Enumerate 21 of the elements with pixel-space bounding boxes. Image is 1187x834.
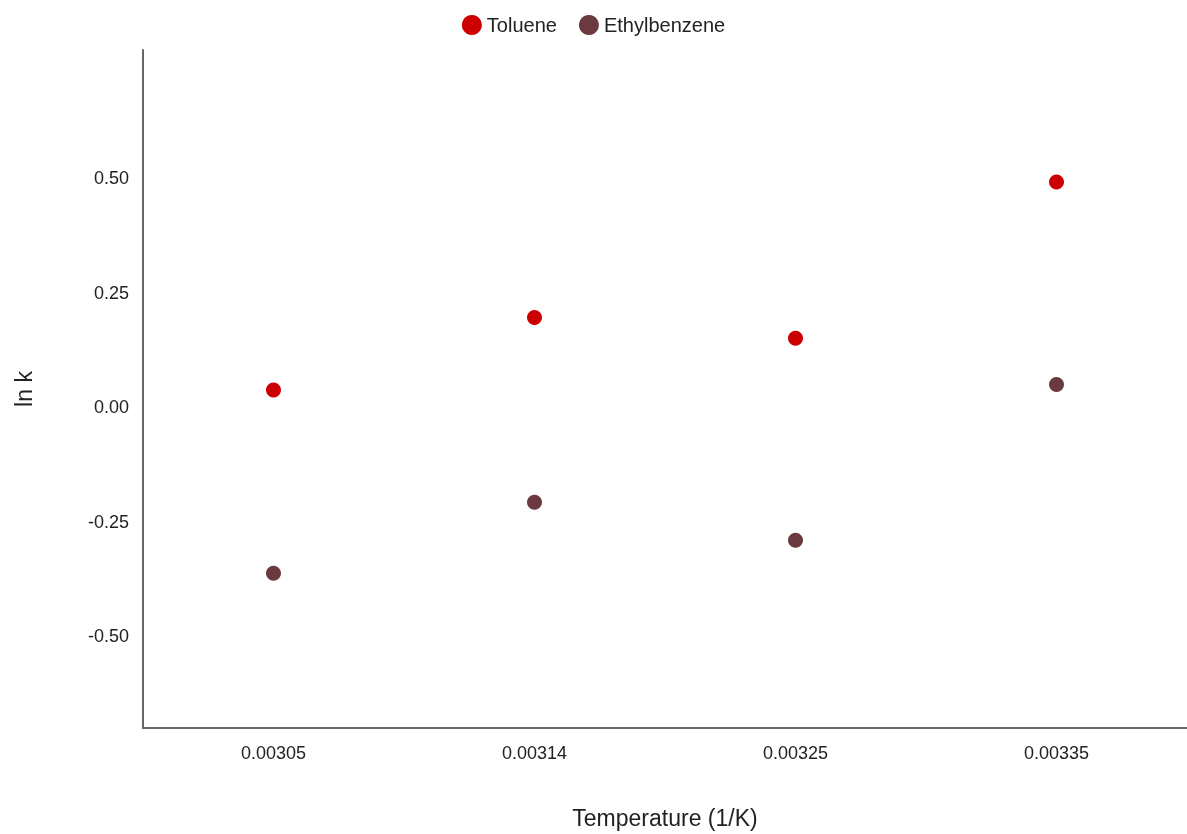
y-tick-label: 0.25 <box>93 282 129 303</box>
y-tick-label: 0.00 <box>93 397 129 418</box>
point <box>266 565 281 581</box>
x-tick-label: 0.00314 <box>501 743 568 763</box>
point <box>1049 376 1064 392</box>
point <box>527 494 542 510</box>
y-tick-label: -0.25 <box>87 511 129 532</box>
x-tick-label: 0.00325 <box>762 743 829 763</box>
y-tick-label: 0.50 <box>93 168 129 189</box>
x-tick-label: 0.00305 <box>240 743 307 763</box>
point <box>266 382 281 398</box>
point <box>788 330 803 346</box>
y-axis-title: ln k <box>10 370 37 407</box>
legend-label: Toluene <box>486 14 557 36</box>
point <box>1049 174 1064 190</box>
point <box>788 532 803 548</box>
legend-label: Ethylbenzene <box>603 14 726 36</box>
x-axis-title: Temperature (1/K) <box>572 804 758 831</box>
y-tick-label: -0.50 <box>87 626 129 647</box>
point <box>527 310 542 326</box>
x-tick-label: 0.00335 <box>1023 743 1090 763</box>
